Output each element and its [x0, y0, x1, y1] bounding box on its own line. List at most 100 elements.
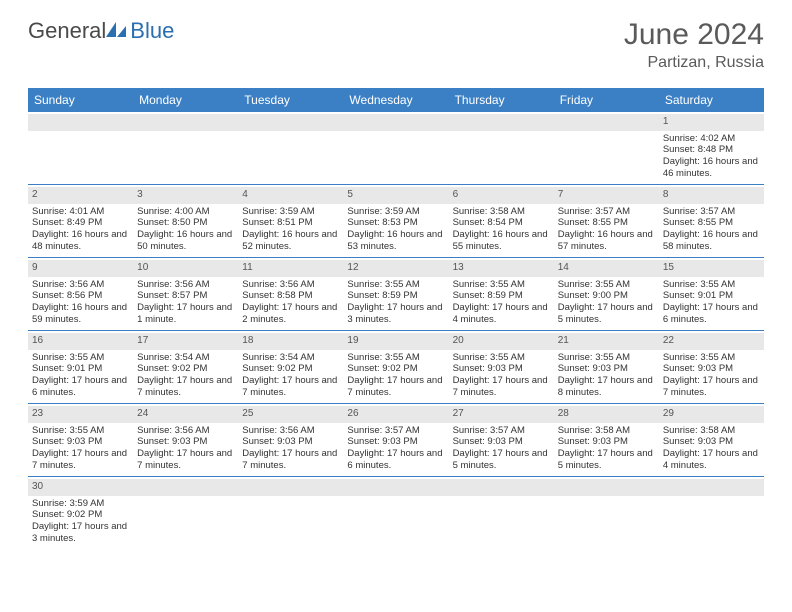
daylight-text: Daylight: 16 hours and 53 minutes.: [347, 229, 444, 253]
sunrise-text: Sunrise: 3:56 AM: [137, 425, 234, 437]
daylight-text: Daylight: 17 hours and 7 minutes.: [453, 375, 550, 399]
day-number: [133, 114, 238, 131]
sunset-text: Sunset: 9:03 PM: [242, 436, 339, 448]
day-cell: 15Sunrise: 3:55 AMSunset: 9:01 PMDayligh…: [659, 258, 764, 330]
weeks-container: 1Sunrise: 4:02 AMSunset: 8:48 PMDaylight…: [28, 112, 764, 549]
sunrise-text: Sunrise: 3:55 AM: [32, 425, 129, 437]
sunrise-text: Sunrise: 3:57 AM: [663, 206, 760, 218]
day-cell: 16Sunrise: 3:55 AMSunset: 9:01 PMDayligh…: [28, 331, 133, 403]
day-cell: 4Sunrise: 3:59 AMSunset: 8:51 PMDaylight…: [238, 185, 343, 257]
sunrise-text: Sunrise: 3:58 AM: [558, 425, 655, 437]
day-cell: 7Sunrise: 3:57 AMSunset: 8:55 PMDaylight…: [554, 185, 659, 257]
day-header: Saturday: [659, 88, 764, 112]
day-cell: 23Sunrise: 3:55 AMSunset: 9:03 PMDayligh…: [28, 404, 133, 476]
day-cell: [554, 112, 659, 184]
day-cell: 25Sunrise: 3:56 AMSunset: 9:03 PMDayligh…: [238, 404, 343, 476]
sunset-text: Sunset: 9:03 PM: [347, 436, 444, 448]
sunrise-text: Sunrise: 3:55 AM: [347, 279, 444, 291]
day-cell: [133, 112, 238, 184]
sunrise-text: Sunrise: 3:55 AM: [347, 352, 444, 364]
daylight-text: Daylight: 17 hours and 7 minutes.: [242, 375, 339, 399]
day-cell: [343, 112, 448, 184]
sunset-text: Sunset: 8:50 PM: [137, 217, 234, 229]
daylight-text: Daylight: 17 hours and 4 minutes.: [453, 302, 550, 326]
daylight-text: Daylight: 17 hours and 2 minutes.: [242, 302, 339, 326]
day-number: 18: [238, 333, 343, 350]
sunrise-text: Sunrise: 4:01 AM: [32, 206, 129, 218]
day-number: 25: [238, 406, 343, 423]
sunrise-text: Sunrise: 4:00 AM: [137, 206, 234, 218]
day-number: 28: [554, 406, 659, 423]
day-number: 8: [659, 187, 764, 204]
day-cell: 21Sunrise: 3:55 AMSunset: 9:03 PMDayligh…: [554, 331, 659, 403]
day-cell: 2Sunrise: 4:01 AMSunset: 8:49 PMDaylight…: [28, 185, 133, 257]
day-number: 4: [238, 187, 343, 204]
daylight-text: Daylight: 17 hours and 7 minutes.: [137, 448, 234, 472]
day-cell: 9Sunrise: 3:56 AMSunset: 8:56 PMDaylight…: [28, 258, 133, 330]
day-number: 24: [133, 406, 238, 423]
sunset-text: Sunset: 8:49 PM: [32, 217, 129, 229]
daylight-text: Daylight: 17 hours and 7 minutes.: [663, 375, 760, 399]
calendar: SundayMondayTuesdayWednesdayThursdayFrid…: [28, 88, 764, 549]
daylight-text: Daylight: 16 hours and 58 minutes.: [663, 229, 760, 253]
sunrise-text: Sunrise: 3:54 AM: [137, 352, 234, 364]
day-number: 9: [28, 260, 133, 277]
day-number: 20: [449, 333, 554, 350]
day-cell: 10Sunrise: 3:56 AMSunset: 8:57 PMDayligh…: [133, 258, 238, 330]
day-number: [554, 114, 659, 131]
month-title: June 2024: [624, 18, 764, 52]
daylight-text: Daylight: 17 hours and 5 minutes.: [558, 448, 655, 472]
sunset-text: Sunset: 9:03 PM: [32, 436, 129, 448]
sunset-text: Sunset: 9:01 PM: [663, 290, 760, 302]
daylight-text: Daylight: 16 hours and 52 minutes.: [242, 229, 339, 253]
day-header: Thursday: [449, 88, 554, 112]
sunrise-text: Sunrise: 3:55 AM: [453, 279, 550, 291]
sunrise-text: Sunrise: 3:55 AM: [663, 279, 760, 291]
sunrise-text: Sunrise: 3:55 AM: [558, 352, 655, 364]
day-number: 29: [659, 406, 764, 423]
daylight-text: Daylight: 17 hours and 6 minutes.: [32, 375, 129, 399]
sunset-text: Sunset: 8:57 PM: [137, 290, 234, 302]
location-text: Partizan, Russia: [624, 54, 764, 72]
day-number: 14: [554, 260, 659, 277]
sunset-text: Sunset: 9:03 PM: [663, 436, 760, 448]
day-number: 2: [28, 187, 133, 204]
logo-text-general: General: [28, 18, 106, 44]
sunrise-text: Sunrise: 3:55 AM: [32, 352, 129, 364]
daylight-text: Daylight: 17 hours and 3 minutes.: [347, 302, 444, 326]
sunrise-text: Sunrise: 3:57 AM: [347, 425, 444, 437]
day-number: 16: [28, 333, 133, 350]
logo: General Blue: [28, 18, 174, 45]
sunset-text: Sunset: 9:03 PM: [453, 363, 550, 375]
day-number: [449, 479, 554, 496]
day-number: [238, 114, 343, 131]
day-cell: 29Sunrise: 3:58 AMSunset: 9:03 PMDayligh…: [659, 404, 764, 476]
day-number: 17: [133, 333, 238, 350]
daylight-text: Daylight: 17 hours and 4 minutes.: [663, 448, 760, 472]
sunset-text: Sunset: 8:58 PM: [242, 290, 339, 302]
day-cell: [343, 477, 448, 549]
sunrise-text: Sunrise: 3:59 AM: [347, 206, 444, 218]
day-cell: 27Sunrise: 3:57 AMSunset: 9:03 PMDayligh…: [449, 404, 554, 476]
day-header: Friday: [554, 88, 659, 112]
day-number: 12: [343, 260, 448, 277]
daylight-text: Daylight: 16 hours and 46 minutes.: [663, 156, 760, 180]
sunrise-text: Sunrise: 3:56 AM: [32, 279, 129, 291]
week-row: 23Sunrise: 3:55 AMSunset: 9:03 PMDayligh…: [28, 404, 764, 477]
sunset-text: Sunset: 9:03 PM: [453, 436, 550, 448]
logo-text-blue: Blue: [130, 18, 174, 44]
sunset-text: Sunset: 9:02 PM: [137, 363, 234, 375]
day-header: Tuesday: [238, 88, 343, 112]
day-cell: [449, 112, 554, 184]
day-header: Monday: [133, 88, 238, 112]
title-block: June 2024 Partizan, Russia: [624, 18, 764, 72]
sunrise-text: Sunrise: 3:58 AM: [453, 206, 550, 218]
sunset-text: Sunset: 8:59 PM: [347, 290, 444, 302]
sunrise-text: Sunrise: 3:59 AM: [32, 498, 129, 510]
sunset-text: Sunset: 8:59 PM: [453, 290, 550, 302]
sunset-text: Sunset: 8:55 PM: [558, 217, 655, 229]
sunset-text: Sunset: 9:02 PM: [242, 363, 339, 375]
week-row: 30Sunrise: 3:59 AMSunset: 9:02 PMDayligh…: [28, 477, 764, 549]
day-number: [449, 114, 554, 131]
sunrise-text: Sunrise: 3:56 AM: [242, 279, 339, 291]
